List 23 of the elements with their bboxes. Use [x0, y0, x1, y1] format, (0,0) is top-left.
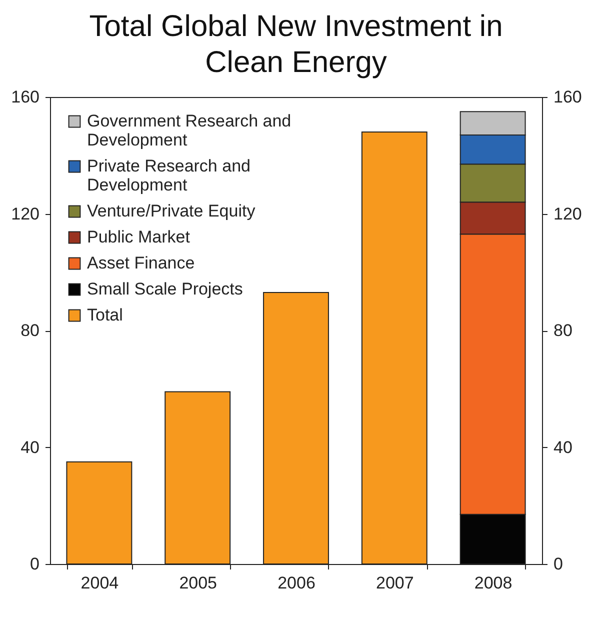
y-tick-label: 80 [20, 321, 40, 340]
x-tick-label: 2007 [376, 574, 414, 592]
y-tick-label: 120 [11, 204, 40, 224]
x-tick-label: 2005 [179, 574, 218, 592]
x-tick-label: 2004 [80, 574, 119, 592]
y2-tick-label: 120 [554, 204, 582, 224]
legend-label: Government Research and Development [87, 112, 292, 150]
y-tick-label: 160 [11, 88, 40, 106]
legend-label: Small Scale Projects [87, 280, 243, 298]
y2-tick-label: 80 [554, 321, 572, 340]
legend-label: Public Market [87, 228, 190, 246]
y2-tick-label: 160 [554, 88, 582, 106]
legend-label: Venture/Private Equity [87, 202, 256, 220]
y-tick-label: 0 [30, 554, 40, 574]
legend-label: Asset Finance [87, 254, 195, 272]
legend-label: Total [87, 306, 123, 324]
legend-label: Private Research and Development [87, 156, 250, 194]
x-tick-label: 2008 [474, 574, 512, 592]
x-tick-label: 2006 [278, 574, 316, 592]
y2-tick-label: 0 [554, 554, 563, 574]
y-tick-label: 40 [20, 438, 40, 457]
y2-tick-label: 40 [554, 438, 572, 457]
chart-title: Total Global New Investment in Clean Energy [89, 10, 503, 79]
